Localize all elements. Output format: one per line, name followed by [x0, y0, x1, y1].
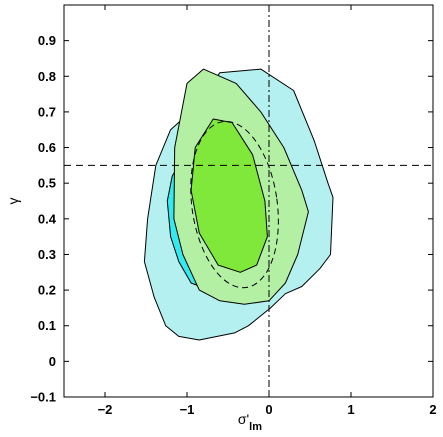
- y-tick-label: 0.9: [38, 33, 56, 48]
- y-tick-label: 0.6: [38, 140, 56, 155]
- y-tick-label: 0: [49, 354, 56, 369]
- dashed-ellipse: [190, 120, 279, 289]
- y-tick-label: 0.2: [38, 283, 56, 298]
- x-tick-label: −2: [98, 402, 113, 417]
- x-tick-label: 1: [347, 402, 354, 417]
- x-tick-label: −1: [180, 402, 195, 417]
- x-axis-label: σ'lm: [238, 411, 262, 433]
- reference-lines: [64, 5, 433, 397]
- x-axis-label-subscript: lm: [249, 421, 262, 433]
- y-tick-label: 0.4: [38, 211, 57, 226]
- plot-frame: [63, 4, 434, 398]
- x-tick-label: 0: [265, 402, 272, 417]
- y-tick-label: 0.5: [38, 176, 56, 191]
- y-tick-label: 0.3: [38, 247, 56, 262]
- y-tick-label: 0.7: [38, 104, 56, 119]
- x-tick-label: 2: [429, 402, 436, 417]
- y-tick-label: 0.8: [38, 69, 56, 84]
- y-axis-label: γ: [5, 198, 21, 205]
- y-tick-label: −0.1: [30, 390, 56, 405]
- contour-region-green: [190, 118, 268, 273]
- y-tick-label: 0.1: [38, 318, 56, 333]
- x-axis-label-main: σ': [238, 411, 249, 427]
- plot-layer: [143, 68, 334, 341]
- tick-labels: −2 −1 0 1 2 −0.1 0 0.1 0.2 0.3 0.4 0.5 0.6 0.7 0.8 0.9: [30, 33, 436, 417]
